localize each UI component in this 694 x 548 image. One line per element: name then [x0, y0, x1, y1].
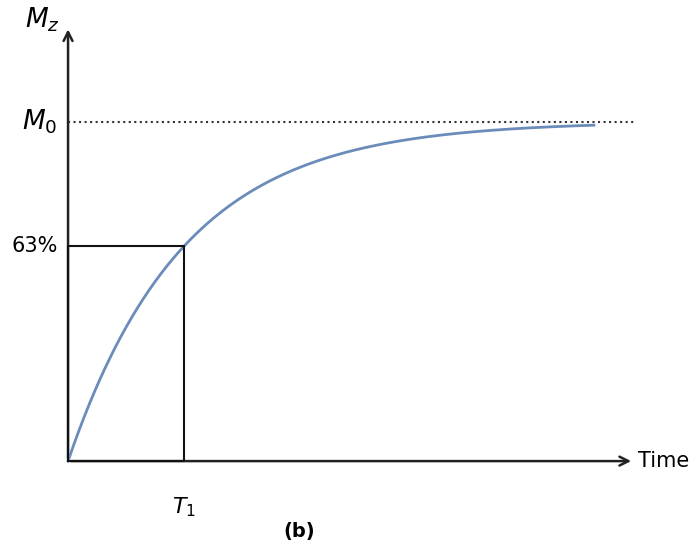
Text: 63%: 63% [11, 237, 58, 256]
Text: $T_1$: $T_1$ [171, 495, 196, 518]
Text: $M_z$: $M_z$ [25, 5, 60, 34]
Text: (b): (b) [284, 522, 315, 541]
Text: $M_0$: $M_0$ [22, 107, 58, 136]
Text: Time: Time [638, 451, 689, 471]
